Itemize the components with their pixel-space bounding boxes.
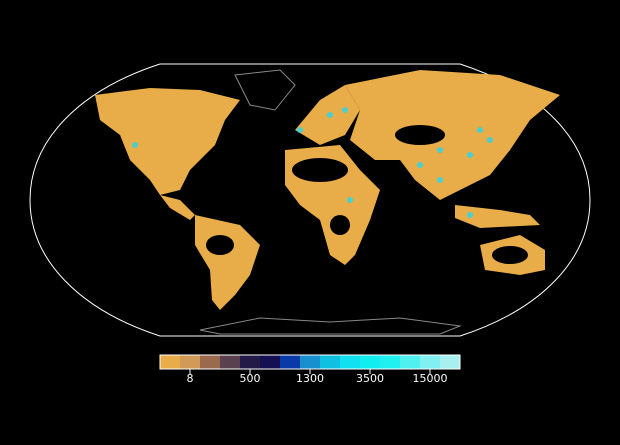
legend-swatch [380, 355, 400, 369]
hotspot [327, 112, 333, 118]
legend-swatch [360, 355, 380, 369]
map-outline [29, 63, 591, 337]
deserts [206, 125, 528, 264]
legend-tick-label: 8 [186, 372, 194, 385]
hotspot [437, 147, 443, 153]
population-hotspots [132, 107, 493, 218]
hotspot [417, 162, 423, 168]
legend-swatch [340, 355, 360, 369]
legend-swatch [180, 355, 200, 369]
greenland [234, 69, 296, 111]
legend-tick-label: 3500 [356, 372, 384, 385]
legend-swatch [440, 355, 460, 369]
hotspot [132, 142, 138, 148]
southeast-asia [455, 205, 540, 228]
hotspot [477, 127, 483, 133]
legend-swatch [160, 355, 180, 369]
hotspot [467, 152, 473, 158]
hotspot [347, 197, 353, 203]
legend-swatch [200, 355, 220, 369]
legend-swatch [260, 355, 280, 369]
legend-tick-label: 15000 [412, 372, 448, 385]
legend-swatch [240, 355, 260, 369]
legend-swatch [400, 355, 420, 369]
land-areas [95, 69, 560, 335]
south-america [195, 215, 260, 310]
hotspot [297, 127, 303, 133]
legend-swatch [220, 355, 240, 369]
hotspot [487, 137, 493, 143]
legend-tick-label: 500 [239, 372, 261, 385]
legend-colorbar [159, 354, 461, 374]
legend-swatch [300, 355, 320, 369]
antarctica [199, 317, 462, 335]
hotspot [467, 212, 473, 218]
legend-tick-label: 1300 [296, 372, 324, 385]
central-america [160, 195, 195, 220]
legend-swatch [320, 355, 340, 369]
north-america [95, 88, 240, 195]
hotspot [437, 177, 443, 183]
legend-swatch [280, 355, 300, 369]
hotspot [342, 107, 348, 113]
asia [345, 70, 560, 200]
legend-swatch [420, 355, 440, 369]
